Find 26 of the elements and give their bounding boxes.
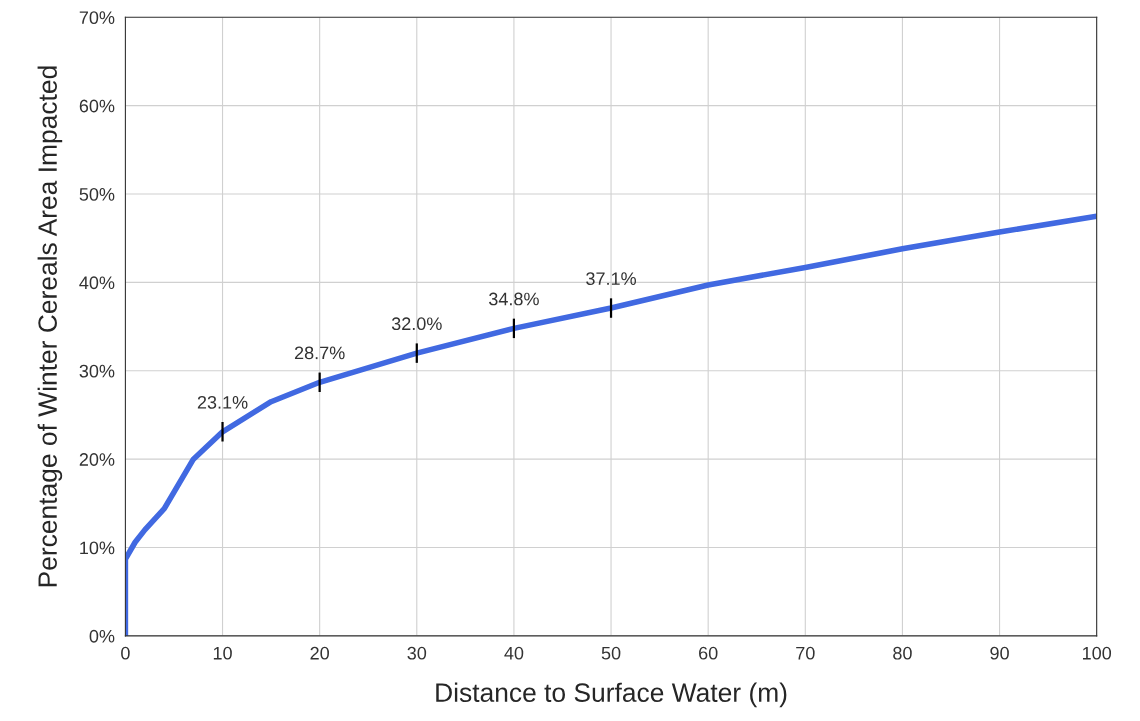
y-tick-label: 0%	[89, 629, 115, 643]
x-tick-label: 30	[407, 646, 427, 660]
x-axis-title: Distance to Surface Water (m)	[436, 682, 787, 708]
x-tick-label: 100	[1083, 646, 1112, 660]
annotation: 37.1%	[586, 272, 636, 286]
y-tick-label: 70%	[79, 11, 115, 25]
x-tick-label: 50	[601, 646, 621, 660]
y-tick-label: 40%	[79, 276, 115, 290]
x-tick-label: 10	[213, 646, 232, 660]
annotation: 28.7%	[294, 346, 345, 360]
annotation: 34.8%	[489, 292, 539, 306]
x-tick-label: 90	[990, 646, 1009, 660]
x-tick-label: 0	[121, 646, 130, 660]
x-tick-label: 70	[796, 646, 815, 660]
x-tick-label: 40	[504, 646, 524, 660]
annotation: 23.1%	[197, 395, 248, 409]
y-axis-title: Percentage of Winter Cereals Area Impacted	[37, 66, 63, 587]
y-tick-label: 60%	[79, 99, 115, 113]
x-tick-label: 20	[310, 646, 329, 660]
y-tick-label: 20%	[79, 453, 115, 466]
y-tick-label: 10%	[80, 541, 115, 555]
annotation: 32.0%	[391, 317, 442, 331]
y-tick-label: 50%	[79, 187, 115, 201]
x-tick-label: 80	[893, 646, 912, 660]
y-tick-label: 30%	[79, 364, 115, 378]
x-tick-label: 60	[699, 646, 718, 660]
